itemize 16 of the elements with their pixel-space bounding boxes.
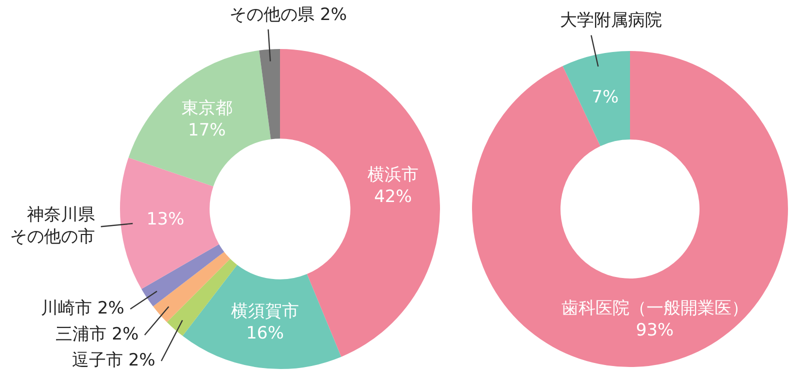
slice-label: 逗子市 2% — [72, 350, 156, 370]
data-label: 16% — [246, 324, 284, 344]
slice-label: その他の県 2% — [230, 4, 347, 25]
slice-label: 東京都 — [181, 98, 232, 118]
data-label: 7% — [592, 87, 619, 108]
slice-label: 川崎市 2% — [40, 298, 124, 318]
slice-label: 横浜市 — [367, 164, 418, 185]
data-label: 42% — [374, 186, 412, 207]
slice-label: 大学附属病院 — [560, 10, 662, 31]
data-label: 93% — [636, 320, 674, 340]
data-label: 13% — [146, 210, 184, 230]
slice-label: 神奈川県その他の市 — [10, 205, 95, 248]
slice-label: 歯科医院（一般開業医） — [561, 298, 748, 318]
slice-label: 横須賀市 — [230, 302, 299, 322]
slice-label: 三浦市 2% — [55, 324, 139, 344]
data-label: 17% — [188, 120, 226, 140]
